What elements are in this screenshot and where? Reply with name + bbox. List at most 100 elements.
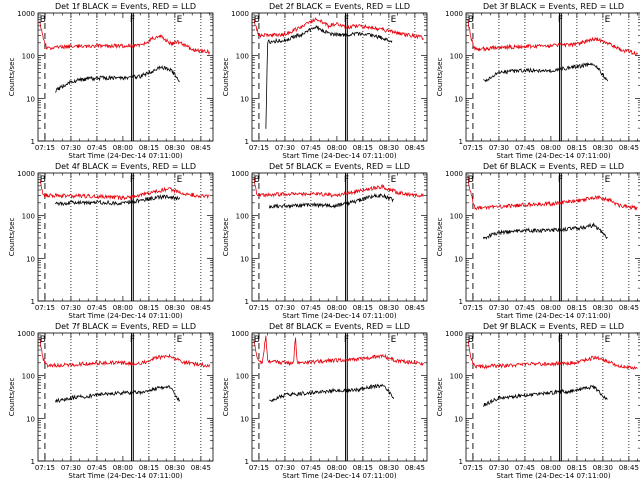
x-tick-label: 07:45 [515, 304, 535, 312]
plot-frame [251, 332, 428, 462]
panel-title: Det 2f BLACK = Events, RED = LLD [269, 2, 410, 11]
x-tick-label: 08:30 [165, 144, 185, 152]
marker-e: E [391, 15, 397, 25]
x-tick-label: 08:15 [139, 144, 159, 152]
x-tick-label: 07:45 [515, 144, 535, 152]
x-tick-label: 07:45 [87, 304, 107, 312]
detector-panel-3: Det 3f BLACK = Events, RED = LLD B F E 1 10 10… [436, 2, 640, 160]
plot-frame [465, 332, 640, 462]
plot-frame [465, 172, 640, 302]
y-axis-label: Counts/sec [8, 218, 16, 257]
events-series-line [265, 24, 393, 129]
y-tick-label: 1000 [231, 330, 249, 338]
detector-panel-8: Det 8f BLACK = Events, RED = LLD B F E 1 10 10… [222, 322, 428, 480]
x-axis-label: Start Time (24-Dec-14 07:11:00) [282, 312, 396, 320]
x-tick-label: 08:45 [191, 144, 211, 152]
panel-title: Det 9f BLACK = Events, RED = LLD [483, 322, 624, 331]
x-axis-label: Start Time (24-Dec-14 07:11:00) [68, 472, 182, 480]
x-tick-label: 08:30 [379, 144, 399, 152]
y-tick-label: 100 [450, 373, 463, 381]
plot-frame [465, 12, 640, 142]
x-tick-label: 07:15 [249, 144, 269, 152]
y-tick-label: 10 [26, 95, 35, 103]
y-axis-label: Counts/sec [8, 58, 16, 97]
y-tick-label: 1 [31, 458, 35, 466]
x-tick-label: 08:15 [567, 464, 587, 472]
marker-e: E [605, 175, 611, 185]
x-tick-label: 07:15 [463, 464, 483, 472]
marker-b: B [40, 15, 46, 25]
y-tick-label: 10 [454, 95, 463, 103]
x-tick-label: 07:15 [249, 464, 269, 472]
plot-frame [37, 332, 214, 462]
x-tick-label: 07:45 [301, 464, 321, 472]
x-tick-label: 08:00 [541, 144, 561, 152]
x-tick-label: 08:00 [327, 304, 347, 312]
x-tick-label: 08:30 [165, 304, 185, 312]
x-tick-label: 07:45 [515, 464, 535, 472]
plot-frame [37, 172, 214, 302]
panel-title: Det 6f BLACK = Events, RED = LLD [483, 162, 624, 171]
x-tick-label: 08:30 [593, 304, 613, 312]
y-tick-label: 10 [454, 255, 463, 263]
detector-panel-9: Det 9f BLACK = Events, RED = LLD B F E 1 10 10… [436, 322, 640, 480]
lld-series-line [39, 337, 210, 368]
x-tick-label: 08:30 [165, 464, 185, 472]
marker-e: E [177, 15, 183, 25]
marker-b: B [468, 15, 474, 25]
marker-f: F [558, 335, 563, 345]
marker-e: E [605, 15, 611, 25]
y-tick-label: 1000 [445, 330, 463, 338]
marker-b: B [254, 15, 260, 25]
x-tick-label: 08:45 [405, 304, 425, 312]
lld-series-line [253, 335, 424, 367]
y-axis-label: Counts/sec [8, 378, 16, 417]
lld-series-line [253, 176, 424, 199]
x-tick-label: 07:45 [301, 144, 321, 152]
x-axis-label: Start Time (24-Dec-14 07:11:00) [496, 152, 610, 160]
lld-series-line [467, 175, 638, 211]
x-axis-label: Start Time (24-Dec-14 07:11:00) [496, 472, 610, 480]
marker-f: F [130, 175, 135, 185]
x-tick-label: 07:30 [489, 144, 509, 152]
x-tick-label: 07:30 [275, 144, 295, 152]
y-tick-label: 1 [459, 138, 463, 146]
y-tick-label: 1 [459, 298, 463, 306]
y-tick-label: 100 [236, 373, 249, 381]
y-tick-label: 1000 [445, 170, 463, 178]
y-tick-label: 1000 [17, 10, 35, 18]
x-tick-label: 07:15 [35, 144, 55, 152]
lld-series-line [467, 19, 638, 56]
y-tick-label: 1 [459, 458, 463, 466]
x-tick-label: 07:15 [35, 464, 55, 472]
marker-f: F [344, 175, 349, 185]
x-tick-label: 08:15 [139, 304, 159, 312]
events-series-line [482, 222, 608, 240]
marker-f: F [558, 15, 563, 25]
y-axis-label: Counts/sec [222, 378, 230, 417]
x-tick-label: 08:45 [619, 144, 639, 152]
y-tick-label: 1000 [445, 10, 463, 18]
y-tick-label: 1 [245, 298, 249, 306]
marker-b: B [254, 335, 260, 345]
x-tick-label: 07:30 [61, 144, 81, 152]
x-tick-label: 08:00 [327, 144, 347, 152]
events-series-line [483, 62, 609, 83]
y-tick-label: 1000 [231, 10, 249, 18]
x-tick-label: 08:15 [353, 144, 373, 152]
x-tick-label: 07:30 [275, 464, 295, 472]
x-tick-label: 07:45 [301, 304, 321, 312]
y-tick-label: 1 [31, 138, 35, 146]
marker-e: E [391, 335, 397, 345]
x-tick-label: 08:15 [567, 304, 587, 312]
marker-b: B [468, 335, 474, 345]
x-tick-label: 07:45 [87, 464, 107, 472]
events-series-line [55, 194, 181, 207]
y-tick-label: 10 [240, 255, 249, 263]
marker-e: E [177, 335, 183, 345]
x-axis-label: Start Time (24-Dec-14 07:11:00) [282, 472, 396, 480]
events-series-line [54, 385, 180, 403]
detector-panel-1: Det 1f BLACK = Events, RED = LLD B F E 1 10 10… [8, 2, 214, 160]
y-tick-label: 100 [450, 53, 463, 61]
x-tick-label: 08:15 [353, 304, 373, 312]
